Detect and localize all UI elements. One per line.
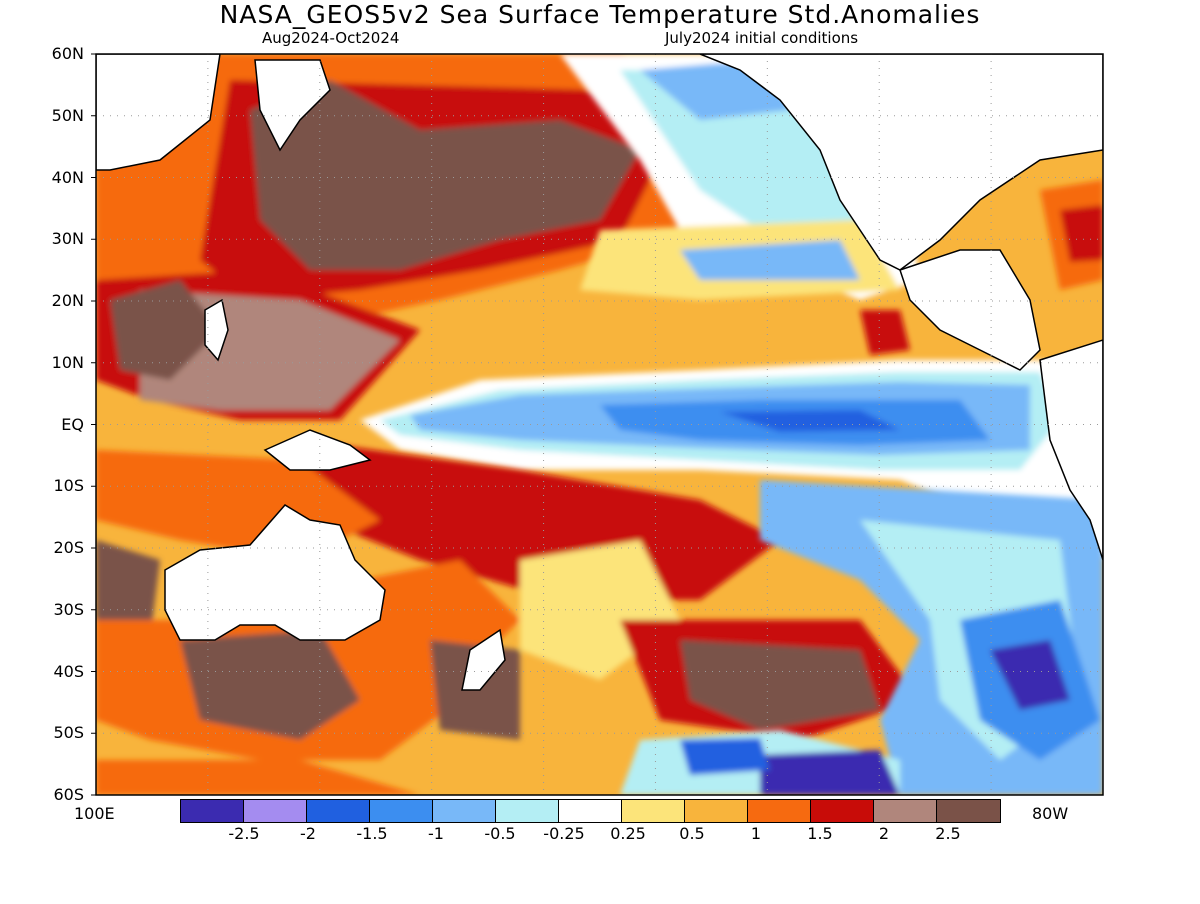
latitude-label: 20S xyxy=(53,538,84,557)
colorbar-swatch xyxy=(433,800,496,822)
forecast-period: Aug2024-Oct2024 xyxy=(262,29,400,47)
colorbar-swatch xyxy=(937,800,1000,822)
anomaly-field xyxy=(96,54,1103,795)
colorbar-swatch xyxy=(244,800,307,822)
page-title: NASA_GEOS5v2 Sea Surface Temperature Std… xyxy=(219,0,981,29)
colorbar-swatch xyxy=(748,800,811,822)
colorbar-swatch xyxy=(496,800,559,822)
colorbar-swatch xyxy=(370,800,433,822)
latitude-label: 30S xyxy=(53,599,84,619)
colorbar-tick-label: -0.5 xyxy=(484,824,516,843)
latitude-label: 10N xyxy=(51,352,84,372)
latitude-label: 20N xyxy=(51,291,84,310)
colorbar-tick-label: 2 xyxy=(878,824,890,843)
latitude-label: 40N xyxy=(51,167,84,187)
longitude-label-right: 80W xyxy=(1032,804,1069,823)
colorbar-swatch xyxy=(685,800,748,822)
latitude-label: 30N xyxy=(51,229,84,249)
colorbar-tick-label: -0.25 xyxy=(543,824,585,843)
colorbar-swatch xyxy=(181,800,244,822)
latitude-label: EQ xyxy=(61,414,84,434)
latitude-label: 60S xyxy=(53,785,84,804)
colorbar-tick-label: 2.5 xyxy=(935,824,961,843)
latitude-label: 50N xyxy=(51,105,84,125)
colorbar-tick-label: -2.5 xyxy=(228,824,260,843)
colorbar-swatch xyxy=(811,800,874,822)
colorbar-swatch xyxy=(874,800,937,822)
colorbar-swatch xyxy=(307,800,370,822)
latitude-label: 50S xyxy=(53,723,84,743)
latitude-label: 10S xyxy=(53,476,84,496)
initial-conditions: July2024 initial conditions xyxy=(665,29,859,47)
latitude-label: 40S xyxy=(53,661,84,681)
land xyxy=(96,54,1103,691)
colorbar xyxy=(180,799,1001,823)
colorbar-tick-label: -1 xyxy=(428,824,444,843)
colorbar-swatch xyxy=(559,800,622,822)
colorbar-tick-label: 0.25 xyxy=(610,824,646,843)
longitude-label-left: 100E xyxy=(74,804,115,823)
latitude-label: 60N xyxy=(51,44,84,63)
colorbar-tick-label: -1.5 xyxy=(356,824,388,843)
colorbar-tick-label: 1 xyxy=(750,824,762,843)
colorbar-tick-label: 1.5 xyxy=(807,824,833,843)
colorbar-tick-label: -2 xyxy=(300,824,316,843)
colorbar-swatch xyxy=(622,800,685,822)
colorbar-tick-label: 0.5 xyxy=(679,824,705,843)
